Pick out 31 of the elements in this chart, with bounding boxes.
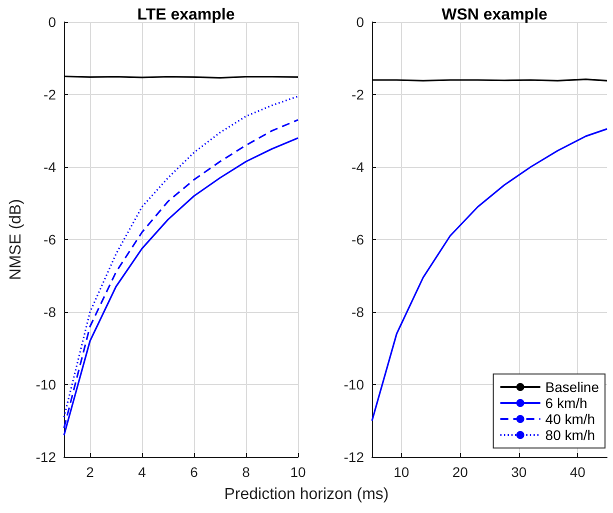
y-tick-label: 0 bbox=[356, 14, 364, 30]
x-tick-label: 2 bbox=[86, 464, 94, 480]
y-tick-label: -6 bbox=[352, 232, 364, 248]
chart-title: WSN example bbox=[442, 6, 548, 24]
legend-label: Baseline bbox=[545, 379, 600, 395]
chart-title: LTE example bbox=[137, 6, 235, 24]
y-tick-label: -2 bbox=[44, 86, 56, 102]
y-tick-label: -10 bbox=[344, 376, 364, 392]
x-tick-label: 10 bbox=[290, 464, 306, 480]
y-tick-label: -12 bbox=[344, 449, 364, 465]
y-tick-label: -10 bbox=[36, 376, 56, 392]
legend-label: 40 km/h bbox=[545, 411, 596, 427]
y-tick-label: 0 bbox=[48, 14, 56, 30]
y-tick-label: -6 bbox=[44, 232, 56, 248]
x-tick-label: 8 bbox=[242, 464, 250, 480]
legend-label: 80 km/h bbox=[545, 427, 596, 443]
y-tick-label: -8 bbox=[352, 304, 364, 320]
y-tick-label: -12 bbox=[36, 449, 56, 465]
x-tick-label: 6 bbox=[190, 464, 198, 480]
x-tick-label: 30 bbox=[511, 464, 527, 480]
x-tick-label: 10 bbox=[394, 464, 410, 480]
y-tick-label: -4 bbox=[44, 159, 56, 175]
y-axis-title: NMSE (dB) bbox=[8, 199, 24, 280]
y-tick-label: -8 bbox=[44, 304, 56, 320]
x-axis-title: Prediction horizon (ms) bbox=[223, 486, 390, 504]
y-tick-label: -4 bbox=[352, 159, 364, 175]
x-tick-label: 4 bbox=[138, 464, 146, 480]
x-tick-label: 40 bbox=[570, 464, 586, 480]
x-tick-label: 20 bbox=[452, 464, 468, 480]
y-tick-label: -2 bbox=[352, 86, 364, 102]
legend-label: 6 km/h bbox=[545, 395, 588, 411]
